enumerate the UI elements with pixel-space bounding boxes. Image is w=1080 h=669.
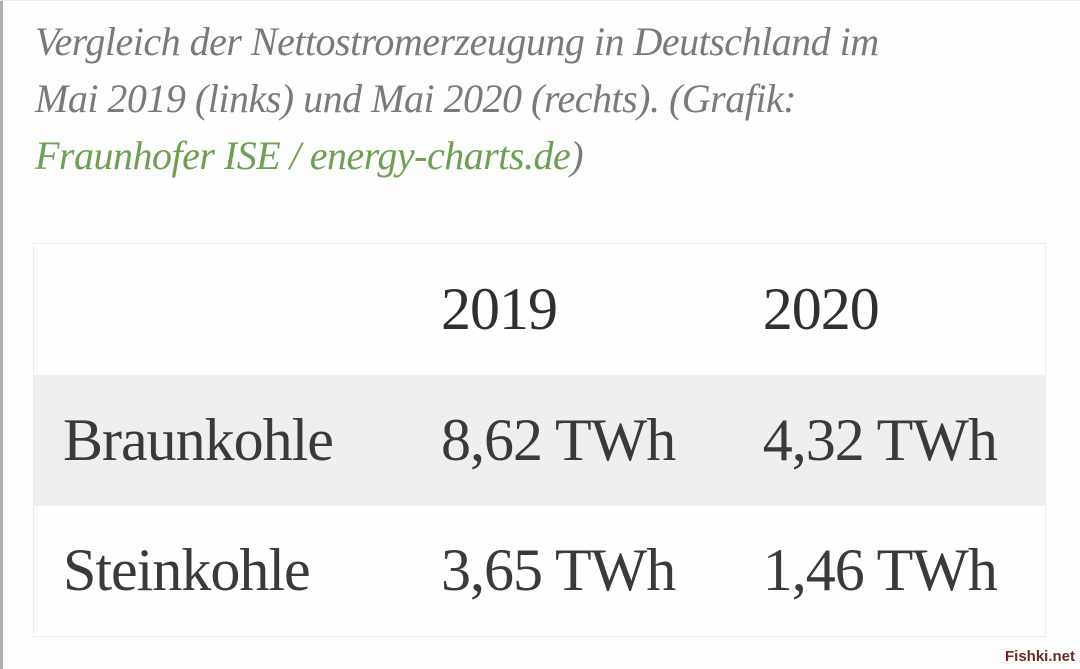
data-table: 2019 2020 Braunkohle 8,62 TWh 4,32 TWh S… bbox=[33, 243, 1046, 637]
source-link[interactable]: Fraunhofer ISE / energy-charts.de bbox=[35, 133, 571, 178]
value-steinkohle-2019: 3,65 TWh bbox=[441, 537, 676, 604]
value-braunkohle-2019: 8,62 TWh bbox=[441, 406, 676, 473]
row-label-steinkohle: Steinkohle bbox=[63, 537, 311, 604]
caption-line-1: Vergleich der Nettostromerzeugung in Deu… bbox=[35, 19, 879, 64]
table-header-row: 2019 2020 bbox=[34, 244, 1046, 375]
left-edge-line bbox=[0, 1, 3, 669]
value-steinkohle-2020: 1,46 TWh bbox=[762, 537, 998, 604]
watermark-logo: Fishki.net bbox=[1004, 648, 1075, 665]
figure-caption: Vergleich der Nettostromerzeugung in Deu… bbox=[35, 13, 1045, 184]
header-cell-2019: 2019 bbox=[441, 275, 558, 342]
header-cell-empty bbox=[34, 244, 442, 375]
row-label-braunkohle: Braunkohle bbox=[63, 406, 334, 473]
header-cell-2020: 2020 bbox=[762, 275, 880, 342]
value-braunkohle-2020: 4,32 TWh bbox=[762, 406, 998, 473]
caption-suffix: ) bbox=[570, 133, 584, 178]
caption-line-2: Mai 2019 (links) und Mai 2020 (rechts). … bbox=[35, 76, 797, 121]
table-row: Steinkohle 3,65 TWh 1,46 TWh bbox=[34, 506, 1046, 637]
table-row: Braunkohle 8,62 TWh 4,32 TWh bbox=[33, 374, 1046, 506]
